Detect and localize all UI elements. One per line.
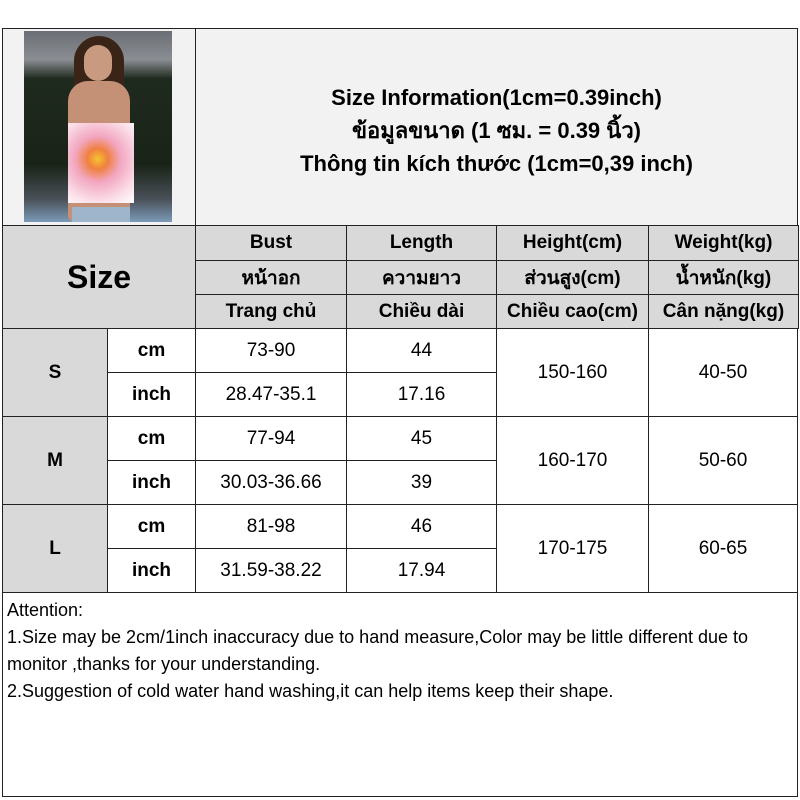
title-cell: Size Information(1cm=0.39inch) ข้อมูลขนา… [195, 28, 798, 226]
weight-range: 50-60 [648, 416, 798, 505]
unit-inch: inch [107, 548, 196, 593]
size-label: S [2, 328, 108, 417]
size-label: M [2, 416, 108, 505]
column-header-en: Height(cm) [496, 225, 649, 261]
length-cm: 46 [346, 504, 497, 549]
length-inch: 17.16 [346, 372, 497, 417]
notes-line1: 1.Size may be 2cm/1inch inaccuracy due t… [7, 627, 749, 674]
weight-range: 40-50 [648, 328, 798, 417]
column-header-th: ความยาว [346, 260, 497, 295]
length-cm: 45 [346, 416, 497, 461]
unit-cm: cm [107, 416, 196, 461]
title-vi: Thông tin kích thước (1cm=0,39 inch) [300, 150, 693, 176]
column-header-th: ส่วนสูง(cm) [496, 260, 649, 295]
notes-heading: Attention: [7, 600, 84, 620]
column-header-vi: Chiều cao(cm) [496, 294, 649, 329]
bust-inch: 28.47-35.1 [195, 372, 347, 417]
height-range: 150-160 [496, 328, 649, 417]
notes-line2: 2.Suggestion of cold water hand washing,… [7, 681, 614, 701]
unit-inch: inch [107, 460, 196, 505]
column-header-th: หน้าอก [195, 260, 347, 295]
length-inch: 17.94 [346, 548, 497, 593]
unit-cm: cm [107, 504, 196, 549]
length-cm: 44 [346, 328, 497, 373]
bust-cm: 73-90 [195, 328, 347, 373]
column-header-vi: Chiều dài [346, 294, 497, 329]
title-th: ข้อมูลขนาด (1 ซม. = 0.39 นิ้ว) [351, 117, 641, 143]
product-photo [24, 31, 172, 222]
bust-cm: 81-98 [195, 504, 347, 549]
height-range: 170-175 [496, 504, 649, 593]
column-header-en: Length [346, 225, 497, 261]
bust-inch: 30.03-36.66 [195, 460, 347, 505]
length-inch: 39 [346, 460, 497, 505]
size-header: Size [2, 225, 196, 329]
unit-cm: cm [107, 328, 196, 373]
bust-cm: 77-94 [195, 416, 347, 461]
weight-range: 60-65 [648, 504, 798, 593]
title-en: Size Information(1cm=0.39inch) [331, 84, 662, 110]
column-header-th: น้ำหนัก(kg) [648, 260, 799, 295]
notes: Attention: 1.Size may be 2cm/1inch inacc… [2, 592, 798, 797]
height-range: 160-170 [496, 416, 649, 505]
column-header-en: Bust [195, 225, 347, 261]
column-header-vi: Cân nặng(kg) [648, 294, 799, 329]
unit-inch: inch [107, 372, 196, 417]
bust-inch: 31.59-38.22 [195, 548, 347, 593]
size-label: L [2, 504, 108, 593]
column-header-vi: Trang chủ [195, 294, 347, 329]
column-header-en: Weight(kg) [648, 225, 799, 261]
